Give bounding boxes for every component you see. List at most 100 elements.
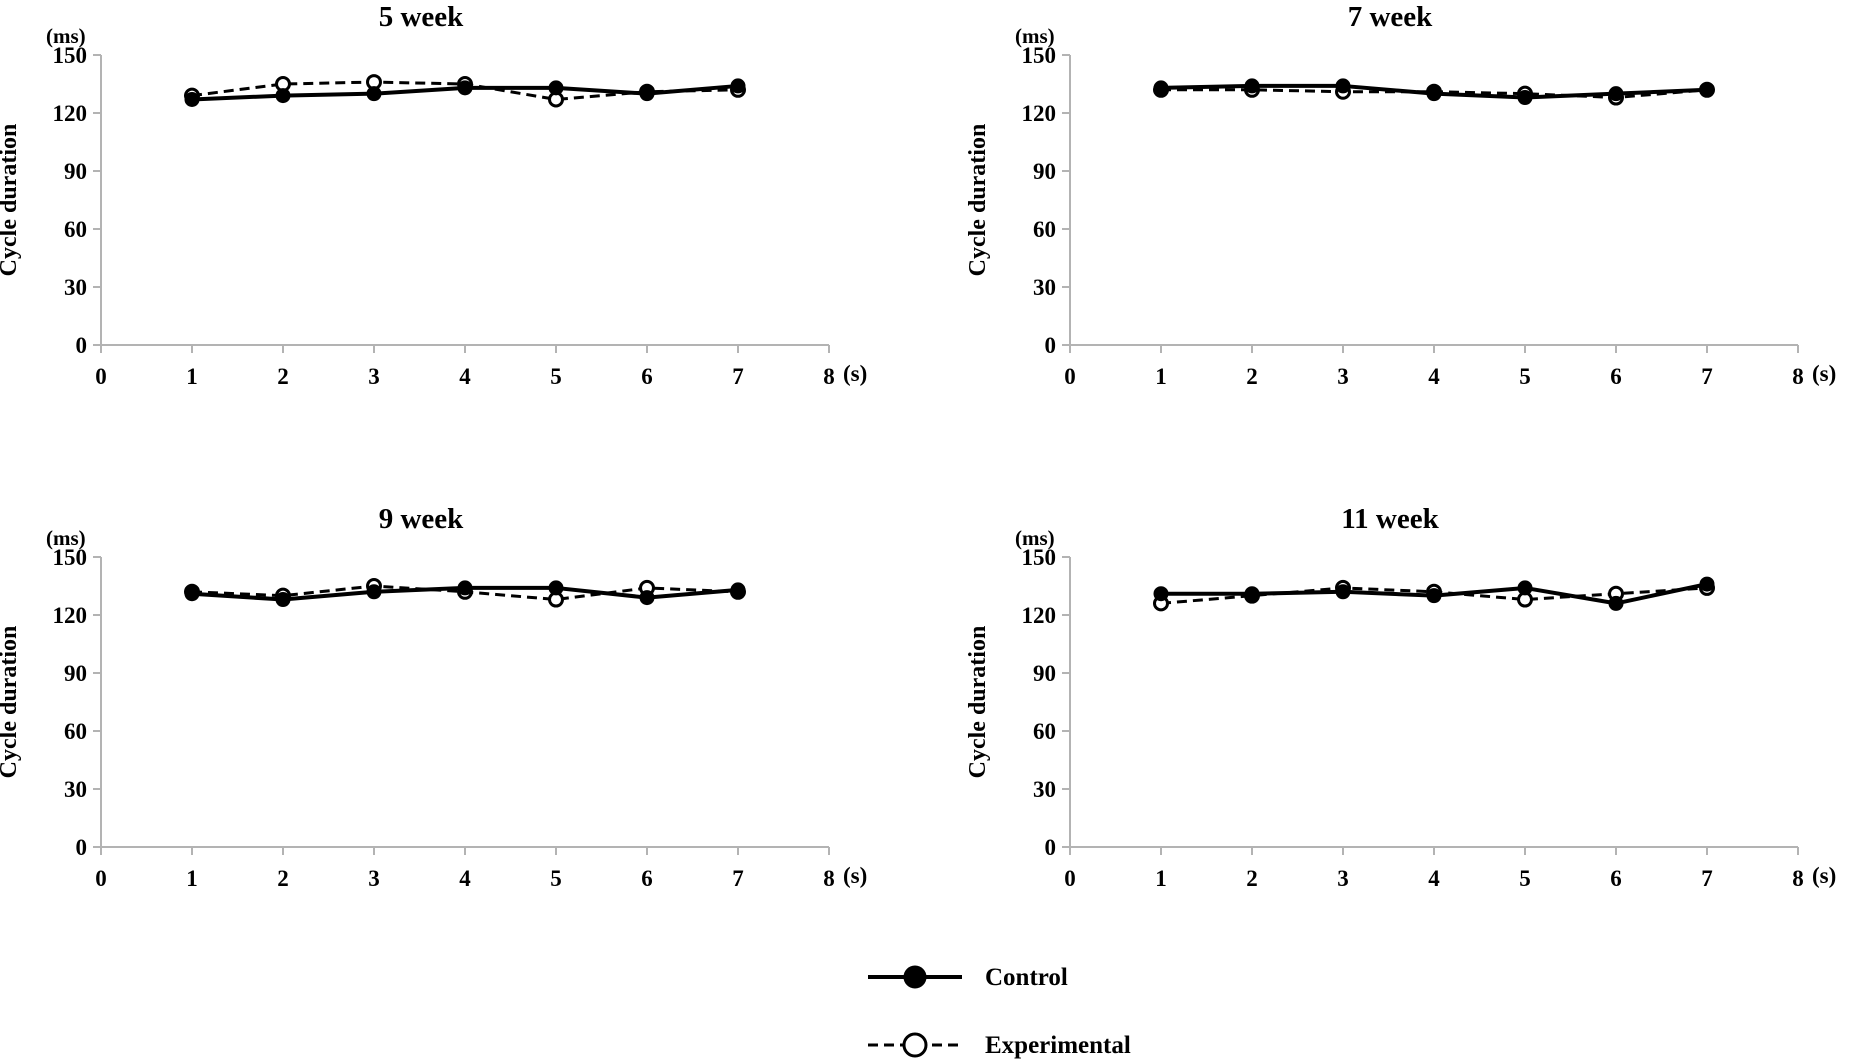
control-data-point	[366, 584, 382, 600]
y-tick-label: 0	[76, 333, 88, 358]
control-data-point	[457, 80, 473, 96]
open-circle-marker-icon	[902, 1032, 928, 1058]
chart-title: 5 week	[379, 1, 464, 33]
series-control	[1153, 576, 1715, 611]
x-tick-label: 1	[1155, 364, 1167, 389]
filled-circle-marker-icon	[903, 965, 927, 989]
x-tick-label: 2	[1246, 866, 1258, 891]
x-unit-label: (s)	[1812, 361, 1836, 386]
control-data-point	[548, 580, 564, 596]
x-tick-label: 8	[1792, 364, 1804, 389]
y-tick-label: 150	[1022, 43, 1057, 68]
control-data-point	[1699, 576, 1715, 592]
x-tick-label: 6	[641, 364, 653, 389]
x-tick-label: 7	[732, 866, 744, 891]
y-tick-label: 30	[64, 777, 87, 802]
chart-title: 11 week	[1341, 503, 1439, 535]
chart-panel-7-week: 0 30 60 90 120 150 0 1 2 3 4 5 6 7 8 (s) (ms) 7 week Cycle…	[965, 1, 1836, 389]
control-data-point	[1426, 86, 1442, 102]
legend-label: Control	[985, 964, 1068, 991]
x-tick-label: 4	[459, 364, 471, 389]
x-tick-label: 3	[1337, 866, 1349, 891]
x-tick-label: 4	[459, 866, 471, 891]
x-tick-label: 3	[1337, 364, 1349, 389]
y-tick-label: 120	[53, 101, 88, 126]
x-tick-label: 7	[732, 364, 744, 389]
y-axis-label: Cycle duration	[965, 124, 991, 277]
x-tick-label: 3	[368, 364, 380, 389]
y-tick-label: 30	[64, 275, 87, 300]
x-tick-label: 5	[1519, 364, 1531, 389]
y-tick-label: 150	[1022, 545, 1057, 570]
x-tick-label: 6	[641, 866, 653, 891]
y-tick-label: 90	[64, 661, 87, 686]
x-tick-label: 2	[1246, 364, 1258, 389]
control-data-point	[1335, 78, 1351, 94]
control-data-point	[184, 91, 200, 107]
x-tick-label: 0	[1064, 866, 1076, 891]
x-unit-label: (s)	[1812, 863, 1836, 888]
control-data-point	[639, 590, 655, 606]
x-tick-label: 1	[186, 364, 198, 389]
control-data-point	[1608, 86, 1624, 102]
x-unit-label: (s)	[843, 361, 867, 386]
legend-label: Experimental	[985, 1032, 1131, 1059]
control-data-point	[1335, 584, 1351, 600]
y-tick-label: 120	[1022, 603, 1057, 628]
control-data-point	[457, 580, 473, 596]
y-tick-label: 0	[1045, 333, 1057, 358]
series-control	[184, 580, 746, 608]
series-control	[1153, 78, 1715, 106]
control-data-point	[1153, 586, 1169, 602]
control-data-point	[1153, 80, 1169, 96]
x-tick-label: 2	[277, 866, 289, 891]
y-tick-label: 30	[1033, 275, 1056, 300]
control-data-point	[730, 78, 746, 94]
y-unit-label: (ms)	[1015, 526, 1055, 550]
y-tick-label: 120	[1022, 101, 1057, 126]
y-unit-label: (ms)	[46, 24, 86, 48]
chart-panel-11-week: 0 30 60 90 120 150 0 1 2 3 4 5 6 7 8 (s) (ms) 11 week Cycl…	[965, 503, 1836, 891]
y-tick-label: 90	[1033, 661, 1056, 686]
control-data-point	[1244, 78, 1260, 94]
x-tick-label: 0	[95, 364, 107, 389]
chart-title: 9 week	[379, 503, 464, 535]
series-control	[184, 78, 746, 107]
control-data-point	[1426, 588, 1442, 604]
control-data-point	[1517, 90, 1533, 106]
control-data-point	[184, 586, 200, 602]
y-tick-label: 150	[53, 545, 88, 570]
chart-panel-9-week: 0 30 60 90 120 150 0 1 2 3 4 5 6 7 8 (s) (ms) 9 week Cycle…	[0, 503, 867, 891]
x-tick-label: 8	[1792, 866, 1804, 891]
y-tick-label: 90	[64, 159, 87, 184]
x-tick-label: 8	[823, 364, 835, 389]
x-tick-label: 5	[550, 364, 562, 389]
y-axis-label: Cycle duration	[965, 626, 991, 779]
chart-panel-5-week: 0 30 60 90 120 150 0 1 2 3 4 5 6 7 8 (s) (ms) 5 week Cycle…	[0, 1, 867, 389]
x-tick-label: 2	[277, 364, 289, 389]
y-tick-label: 60	[1033, 217, 1056, 242]
control-data-point	[730, 582, 746, 598]
y-unit-label: (ms)	[46, 526, 86, 550]
control-data-point	[1517, 580, 1533, 596]
y-tick-label: 30	[1033, 777, 1056, 802]
y-tick-label: 0	[76, 835, 88, 860]
y-tick-label: 60	[64, 217, 87, 242]
x-tick-label: 3	[368, 866, 380, 891]
chart-title: 7 week	[1348, 1, 1433, 33]
control-data-point	[275, 88, 291, 104]
y-unit-label: (ms)	[1015, 24, 1055, 48]
y-tick-label: 60	[1033, 719, 1056, 744]
control-data-point	[1608, 595, 1624, 611]
x-unit-label: (s)	[843, 863, 867, 888]
x-tick-label: 1	[1155, 866, 1167, 891]
x-tick-label: 0	[1064, 364, 1076, 389]
y-tick-label: 0	[1045, 835, 1057, 860]
control-data-point	[639, 86, 655, 102]
x-tick-label: 4	[1428, 364, 1440, 389]
x-tick-label: 7	[1701, 364, 1713, 389]
control-data-point	[548, 80, 564, 96]
y-axis-label: Cycle duration	[0, 124, 22, 277]
